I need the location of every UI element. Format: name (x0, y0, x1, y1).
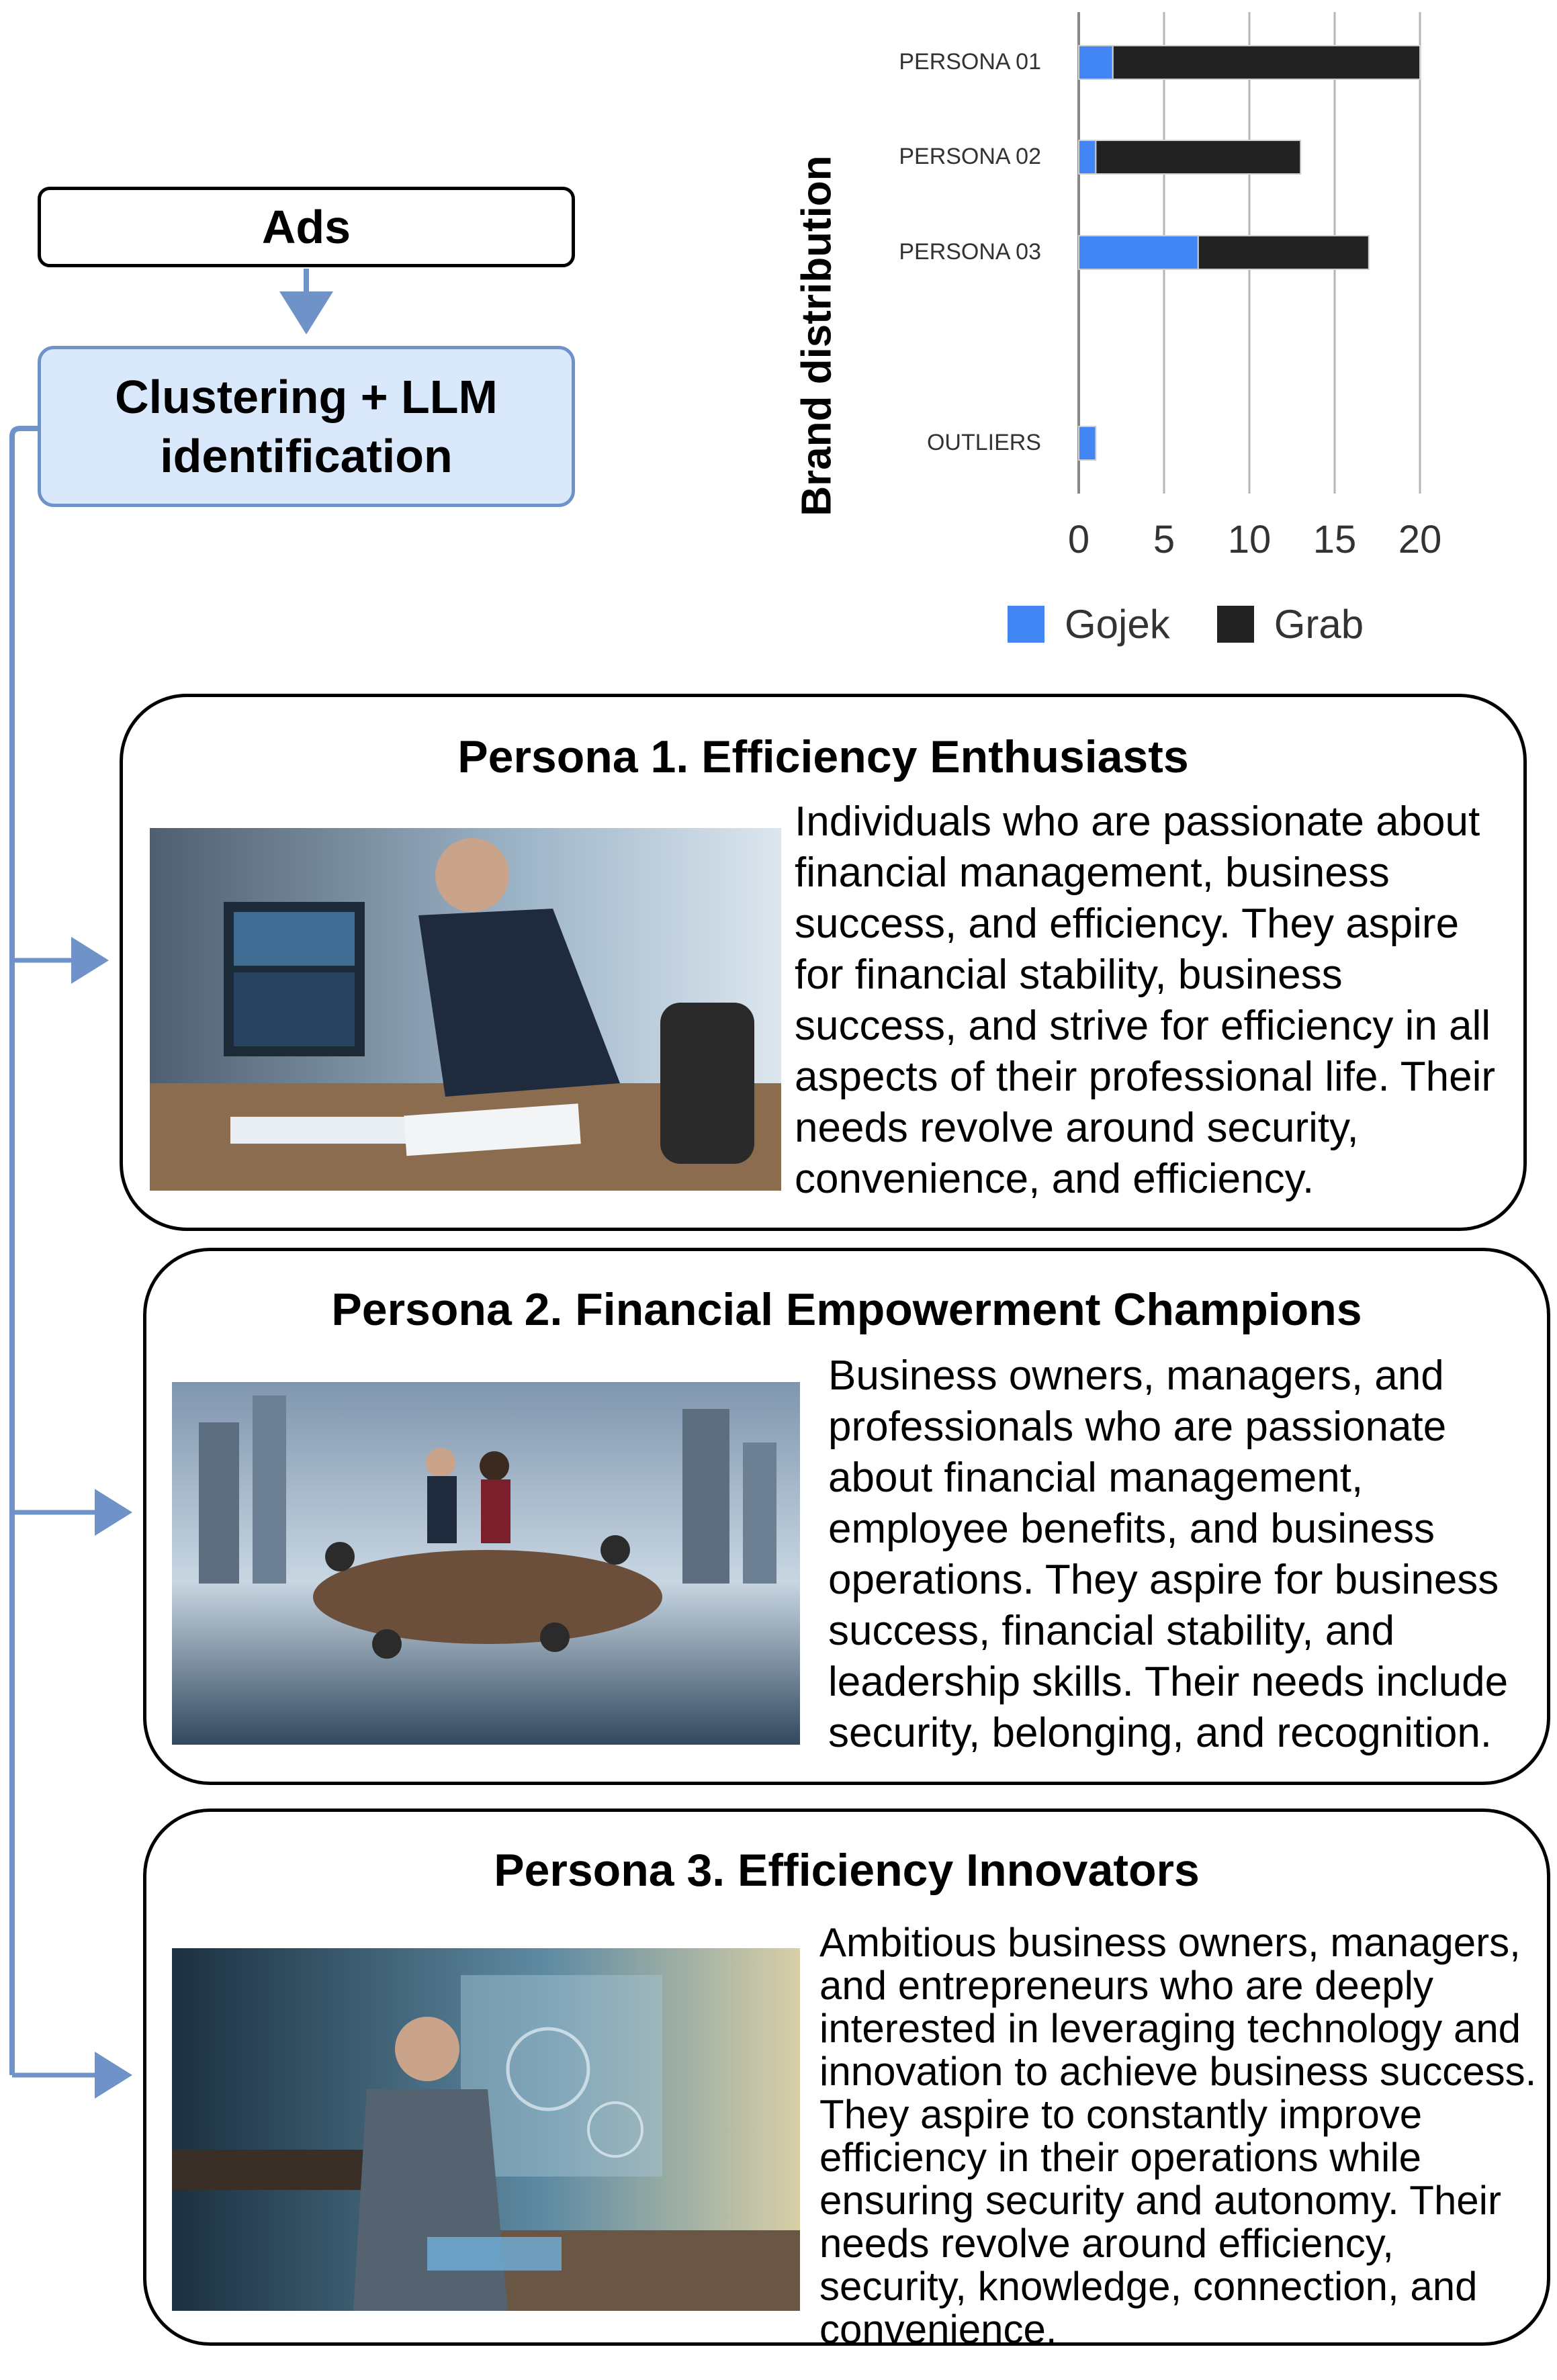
clustering-llm-label: Clustering + LLM identification (115, 371, 498, 482)
x-tick-label-10: 10 (1227, 518, 1272, 561)
persona-title-3: Persona 3. Efficiency Innovators (494, 1845, 1200, 1896)
category-label-2: PERSONA 02 (899, 144, 1041, 169)
persona-card-1: Persona 1. Efficiency Enthusiasts Indivi… (120, 694, 1527, 1231)
x-tick-label-0: 0 (1067, 518, 1090, 561)
ads-box: Ads (38, 187, 575, 267)
legend-item-grab: Grab (1216, 601, 1364, 647)
legend-swatch-grab (1216, 606, 1254, 643)
bar-gojek-2 (1078, 140, 1097, 175)
persona-title-2: Persona 2. Financial Empowerment Champio… (331, 1284, 1362, 1335)
x-tick-label-15: 15 (1313, 518, 1357, 561)
bar-gojek-1 (1078, 45, 1114, 80)
legend-swatch-gojek (1008, 606, 1044, 643)
persona-description-3: Ambitious business owners, managers, and… (819, 1920, 1537, 2346)
bar-grab-2 (1095, 140, 1302, 175)
category-label-3: PERSONA 03 (899, 239, 1041, 265)
category-label-4: OUTLIERS (926, 430, 1041, 455)
ads-label: Ads (261, 201, 351, 253)
persona-image-3 (172, 1948, 800, 2311)
chart-legend: Gojek Grab (1008, 601, 1390, 647)
legend-item-gojek: Gojek (1008, 601, 1170, 647)
x-tick-label-20: 20 (1398, 518, 1442, 561)
persona-card-3: Persona 3. Efficiency Innovators Ambitio… (143, 1809, 1550, 2346)
bar-grab-3 (1197, 235, 1370, 270)
bar-gojek-3 (1078, 235, 1199, 270)
x-tick-label-5: 5 (1153, 518, 1175, 561)
legend-label-grab: Grab (1274, 602, 1364, 647)
brand-distribution-chart (1077, 12, 1421, 494)
persona-card-2: Persona 2. Financial Empowerment Champio… (143, 1248, 1550, 1785)
persona-description-2: Business owners, managers, and professio… (828, 1353, 1509, 1756)
clustering-llm-box: Clustering + LLM identification (38, 346, 575, 507)
persona-image-2 (172, 1382, 800, 1745)
cluster-branch-line (9, 426, 40, 2075)
persona-description-1: Individuals who are passionate about fin… (795, 798, 1496, 1202)
persona-title-1: Persona 1. Efficiency Enthusiasts (457, 731, 1189, 782)
bar-gojek-4 (1078, 426, 1097, 461)
persona-image-1 (150, 828, 781, 1191)
bar-grab-1 (1112, 45, 1421, 80)
legend-label-gojek: Gojek (1065, 602, 1170, 647)
category-label-1: PERSONA 01 (899, 49, 1041, 75)
